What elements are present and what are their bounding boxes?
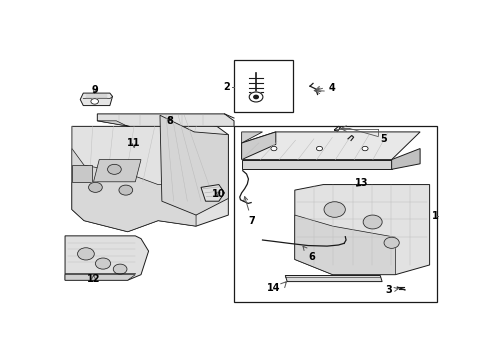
Circle shape	[384, 237, 399, 248]
Text: 10: 10	[212, 189, 225, 199]
Polygon shape	[295, 185, 430, 275]
Text: 9: 9	[91, 85, 98, 95]
Text: 14: 14	[267, 283, 280, 293]
Circle shape	[89, 183, 102, 192]
Polygon shape	[80, 93, 113, 105]
Circle shape	[254, 95, 258, 99]
Bar	[234, 60, 293, 112]
Circle shape	[324, 202, 345, 217]
Text: 8: 8	[166, 116, 173, 126]
Polygon shape	[98, 121, 129, 126]
Polygon shape	[242, 159, 392, 169]
Polygon shape	[72, 149, 196, 232]
Polygon shape	[72, 115, 228, 232]
Circle shape	[317, 146, 322, 151]
Text: 11: 11	[127, 138, 141, 148]
Text: 1: 1	[432, 211, 439, 221]
Polygon shape	[94, 159, 141, 182]
Polygon shape	[65, 275, 135, 280]
Text: 4: 4	[329, 82, 336, 93]
Polygon shape	[242, 132, 420, 159]
Text: 13: 13	[354, 178, 368, 188]
Text: 2: 2	[223, 82, 230, 92]
Circle shape	[271, 146, 277, 151]
Circle shape	[77, 248, 94, 260]
Polygon shape	[242, 132, 276, 159]
Polygon shape	[201, 185, 224, 201]
Circle shape	[91, 99, 98, 104]
Polygon shape	[72, 165, 92, 182]
Circle shape	[113, 264, 127, 274]
Polygon shape	[392, 149, 420, 169]
Polygon shape	[295, 215, 395, 275]
Polygon shape	[160, 115, 228, 215]
Circle shape	[96, 258, 111, 269]
Text: 7: 7	[244, 197, 255, 226]
Polygon shape	[242, 132, 263, 143]
Circle shape	[362, 146, 368, 151]
Circle shape	[108, 164, 121, 174]
Text: 6: 6	[303, 246, 315, 262]
Bar	[234, 126, 437, 302]
Text: 12: 12	[87, 274, 100, 284]
Circle shape	[363, 215, 382, 229]
Circle shape	[249, 92, 263, 102]
Polygon shape	[285, 275, 382, 282]
Circle shape	[119, 185, 133, 195]
Polygon shape	[98, 114, 234, 126]
Text: 3: 3	[385, 285, 398, 296]
Polygon shape	[65, 236, 148, 280]
Text: 5: 5	[380, 134, 387, 144]
